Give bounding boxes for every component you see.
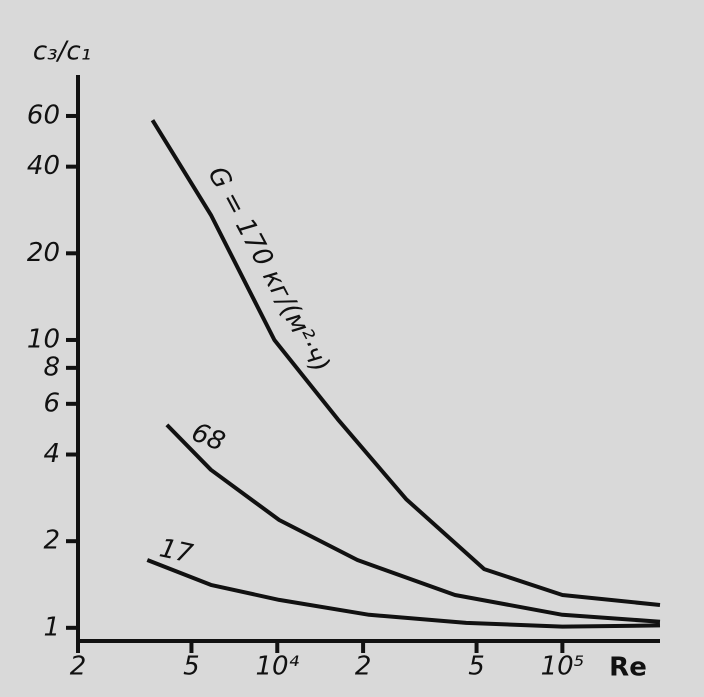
- curve: [146, 558, 661, 629]
- curve: [165, 423, 661, 624]
- y-tick-label: 8: [43, 352, 60, 382]
- curve-label: G = 170 кг/(м²·ч): [202, 162, 336, 378]
- x-tick-label: 5: [183, 652, 200, 682]
- curve: [150, 119, 661, 607]
- x-tick-label: 2: [355, 652, 372, 682]
- y-tick-label: 20: [27, 238, 60, 268]
- x-axis-label: Re: [609, 653, 647, 683]
- x-tick-label: 2: [70, 652, 87, 682]
- y-tick-label: 60: [27, 100, 60, 130]
- x-tick-label: 5: [468, 652, 485, 682]
- x-tick-label: 10⁴: [256, 652, 300, 682]
- y-tick-label: 40: [27, 151, 60, 181]
- y-tick-label: 4: [43, 439, 60, 469]
- curve-label: 17: [157, 533, 196, 569]
- y-tick-label: 6: [43, 388, 60, 418]
- x-tick-label: 10⁵: [541, 652, 585, 682]
- y-tick-label: 10: [27, 324, 60, 354]
- y-axis-label: c₃/c₁: [33, 37, 91, 67]
- y-tick-label: 1: [43, 612, 60, 642]
- y-tick-label: 2: [43, 526, 60, 556]
